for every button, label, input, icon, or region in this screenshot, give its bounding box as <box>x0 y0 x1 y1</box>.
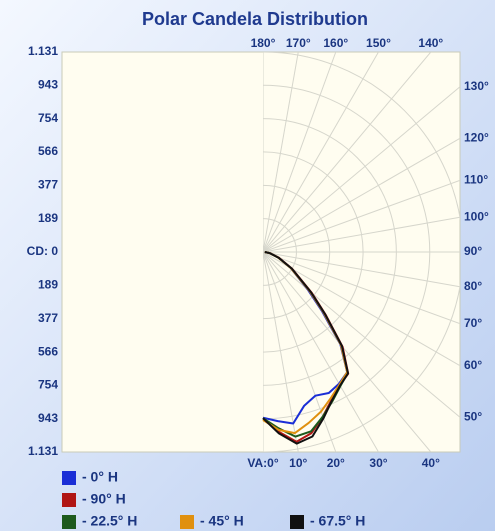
angle-tick-label: 50° <box>464 409 482 423</box>
angle-tick-label: 110° <box>464 172 488 186</box>
legend-swatch <box>62 471 76 485</box>
series <box>262 251 350 445</box>
r-tick-label: 377 <box>38 311 58 325</box>
grid-spoke <box>263 251 299 452</box>
grid-spoke <box>263 52 337 253</box>
legend-label: - 0° H <box>82 469 118 485</box>
r-tick-label: 943 <box>38 77 58 91</box>
legend-swatch <box>62 493 76 507</box>
series-line <box>262 251 349 445</box>
r-tick-label: 377 <box>38 178 58 192</box>
legend-label: - 22.5° H <box>82 513 137 529</box>
r-tick-label: 754 <box>38 378 58 392</box>
r-tick-label: CD: 0 <box>27 244 59 258</box>
grid-spoke <box>263 52 432 253</box>
angle-tick-label: 130° <box>464 79 489 93</box>
grid-spoke <box>263 251 460 288</box>
angle-tick-label: 10° <box>289 456 307 470</box>
legend-swatch <box>180 515 194 529</box>
r-tick-label: 1.131 <box>28 444 58 458</box>
angle-tick-label: VA:0° <box>247 456 278 470</box>
legend-label: - 45° H <box>200 513 244 529</box>
legend-swatch <box>290 515 304 529</box>
grid-spoke <box>263 251 460 367</box>
grid-spoke <box>263 251 379 452</box>
legend-swatch <box>62 515 76 529</box>
grid-spoke <box>263 52 299 253</box>
grid <box>263 52 460 452</box>
angle-tick-label: 180° <box>251 36 276 50</box>
angle-tick-label: 80° <box>464 279 482 293</box>
angle-tick-label: 160° <box>323 36 348 50</box>
angle-tick-label: 40° <box>422 456 440 470</box>
r-tick-label: 1.131 <box>28 44 58 58</box>
grid-spoke <box>263 137 460 253</box>
r-tick-label: 189 <box>38 278 58 292</box>
r-tick-label: 566 <box>38 344 58 358</box>
r-tick-label: 566 <box>38 144 58 158</box>
angle-tick-label: 30° <box>369 456 387 470</box>
r-tick-label: 943 <box>38 411 58 425</box>
angle-tick-label: 90° <box>464 244 482 258</box>
angle-tick-label: 150° <box>366 36 391 50</box>
angle-tick-label: 120° <box>464 130 489 144</box>
grid-spoke <box>263 251 460 325</box>
grid-spoke <box>263 216 460 253</box>
angle-tick-label: 140° <box>418 36 443 50</box>
grid-spoke <box>263 86 460 253</box>
legend-label: - 67.5° H <box>310 513 365 529</box>
grid-spoke <box>263 251 460 418</box>
angle-tick-label: 60° <box>464 358 482 372</box>
legend-label: - 90° H <box>82 491 126 507</box>
grid-spoke <box>263 179 460 253</box>
angle-tick-label: 20° <box>327 456 345 470</box>
chart-title: Polar Candela Distribution <box>142 9 368 29</box>
angle-tick-label: 170° <box>286 36 311 50</box>
angle-tick-label: 70° <box>464 316 482 330</box>
grid-spoke <box>263 251 432 452</box>
r-tick-label: 754 <box>38 111 58 125</box>
r-tick-label: 189 <box>38 211 58 225</box>
angle-tick-label: 100° <box>464 209 489 223</box>
grid-spoke <box>263 52 379 253</box>
